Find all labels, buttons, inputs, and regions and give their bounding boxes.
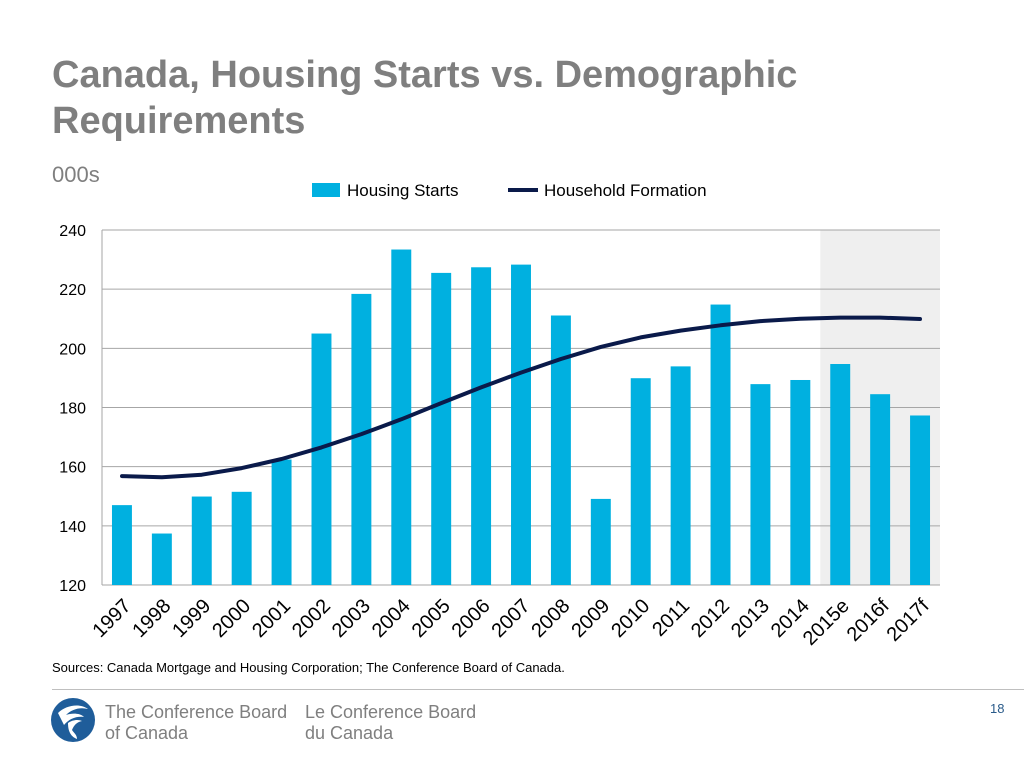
x-tick-label-1997: 1997 <box>88 595 135 642</box>
y-tick-label-160: 160 <box>59 460 86 477</box>
bar-1998 <box>151 533 172 585</box>
conference-board-logo-icon <box>51 698 95 742</box>
legend-swatch-housing-starts <box>312 183 340 197</box>
x-tick-label-2013: 2013 <box>727 595 774 642</box>
y-tick-label-120: 120 <box>59 578 86 595</box>
x-tick-label-2002: 2002 <box>288 595 335 642</box>
x-tick-label-2006: 2006 <box>448 595 495 642</box>
bar-2013 <box>750 384 771 585</box>
page-number: 18 <box>990 701 1005 716</box>
bar-2012 <box>710 304 731 585</box>
bar-2006 <box>471 267 492 585</box>
footer-divider <box>52 689 1024 690</box>
y-tick-label-220: 220 <box>59 282 86 299</box>
y-tick-label-140: 140 <box>59 519 86 536</box>
org-name-french-line2: du Canada <box>305 723 394 743</box>
org-name-english: The Conference Board of Canada <box>105 702 287 744</box>
bar-2015e <box>830 364 851 585</box>
x-tick-label-2000: 2000 <box>208 595 255 642</box>
bar-2005 <box>431 272 452 585</box>
x-tick-label-2011: 2011 <box>648 595 694 641</box>
unit-label: 000s <box>52 162 100 187</box>
x-tick-label-2015e: 2015e <box>799 595 854 650</box>
org-name-french-line1: Le Conference Board <box>305 702 477 722</box>
y-tick-label-240: 240 <box>59 223 86 240</box>
x-tick-label-2007: 2007 <box>488 595 535 642</box>
x-tick-label-2009: 2009 <box>567 595 614 642</box>
bar-2003 <box>351 293 372 585</box>
x-tick-label-2010: 2010 <box>607 595 654 642</box>
housing-chart: 1201401601802002202401997199819992000200… <box>59 181 940 650</box>
bar-2011 <box>670 366 691 585</box>
bar-2017f <box>910 415 931 585</box>
bar-2009 <box>590 498 611 585</box>
y-tick-label-180: 180 <box>59 401 86 418</box>
org-name-french: Le Conference Board du Canada <box>305 702 476 744</box>
bar-2007 <box>511 264 531 585</box>
bar-2010 <box>630 378 651 585</box>
y-tick-label-200: 200 <box>59 341 86 358</box>
bar-2016f <box>870 394 891 585</box>
x-tick-label-2001: 2001 <box>248 595 295 642</box>
bar-2002 <box>311 333 332 585</box>
bar-1997 <box>111 505 132 585</box>
bar-1999 <box>191 496 212 585</box>
x-tick-label-1998: 1998 <box>128 595 175 642</box>
sources-note: Sources: Canada Mortgage and Housing Cor… <box>52 660 565 675</box>
bar-2001 <box>271 459 292 585</box>
x-tick-label-2004: 2004 <box>368 595 415 642</box>
legend-label-housing-starts: Housing Starts <box>347 181 459 200</box>
x-tick-label-2017f: 2017f <box>883 595 934 646</box>
x-tick-label-2008: 2008 <box>527 595 574 642</box>
bar-2008 <box>550 315 571 585</box>
x-tick-label-2016f: 2016f <box>843 595 894 646</box>
org-name-english-line1: The Conference Board <box>105 702 288 722</box>
x-tick-label-2005: 2005 <box>408 595 455 642</box>
household-formation-line <box>120 315 922 480</box>
x-tick-label-2003: 2003 <box>328 595 375 642</box>
slide-title: Canada, Housing Starts vs. Demographic R… <box>52 54 798 142</box>
bar-2014 <box>790 379 811 585</box>
x-tick-label-2012: 2012 <box>687 595 734 642</box>
bar-2000 <box>231 491 252 585</box>
legend-label-household-formation: Household Formation <box>544 181 707 200</box>
x-tick-label-1999: 1999 <box>168 595 215 642</box>
org-name-english-line2: of Canada <box>105 723 189 743</box>
